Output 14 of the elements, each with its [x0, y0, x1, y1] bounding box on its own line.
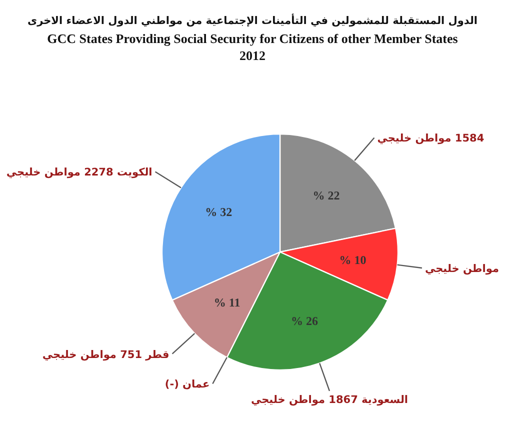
- category-label: قطر 751 مواطن خليجي: [42, 348, 170, 361]
- value-label: % 11: [214, 296, 240, 310]
- value-label: % 26: [291, 314, 318, 328]
- value-label: % 32: [205, 205, 232, 220]
- value-label: % 10: [339, 252, 366, 267]
- category-label: 1584 مواطن خليجي: [377, 132, 484, 145]
- category-label: الكويت 2278 مواطن خليجي: [6, 166, 152, 179]
- annotation: 2012: [240, 48, 266, 63]
- value-label: % 22: [312, 188, 340, 202]
- subtitle: GCC States Providing Social Security for Citizens of other Member States: [47, 31, 458, 46]
- category-label: مواطن خليجي: [424, 263, 499, 276]
- category-label: السعودية 1867 مواطن خليجي: [251, 394, 408, 406]
- category-label: عمان (-): [164, 378, 210, 391]
- title: الدول المستقبلة للمشمولين في التأمينات الإجتماعية من مواطني الدول الاعضاء الاخرى: [27, 15, 478, 27]
